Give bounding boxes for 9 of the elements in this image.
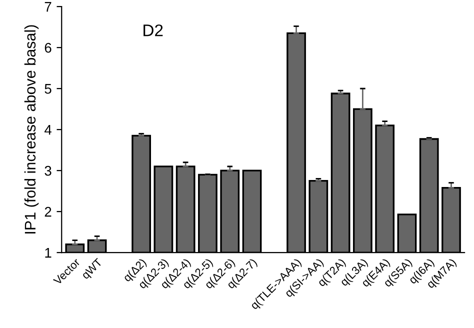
y-tick-label: 5: [44, 84, 52, 94]
y-tick-label: 1: [45, 248, 52, 258]
y-axis-title: IP1 (fold increase above basal): [24, 25, 39, 234]
y-tick-label: 3: [44, 166, 52, 176]
y-tick-label: 6: [44, 42, 52, 53]
y-tick-label: 4: [44, 125, 52, 135]
annotation: D2: [144, 24, 163, 36]
y-tick-label: 2: [44, 206, 52, 217]
y-tick-label: 7: [44, 2, 52, 12]
